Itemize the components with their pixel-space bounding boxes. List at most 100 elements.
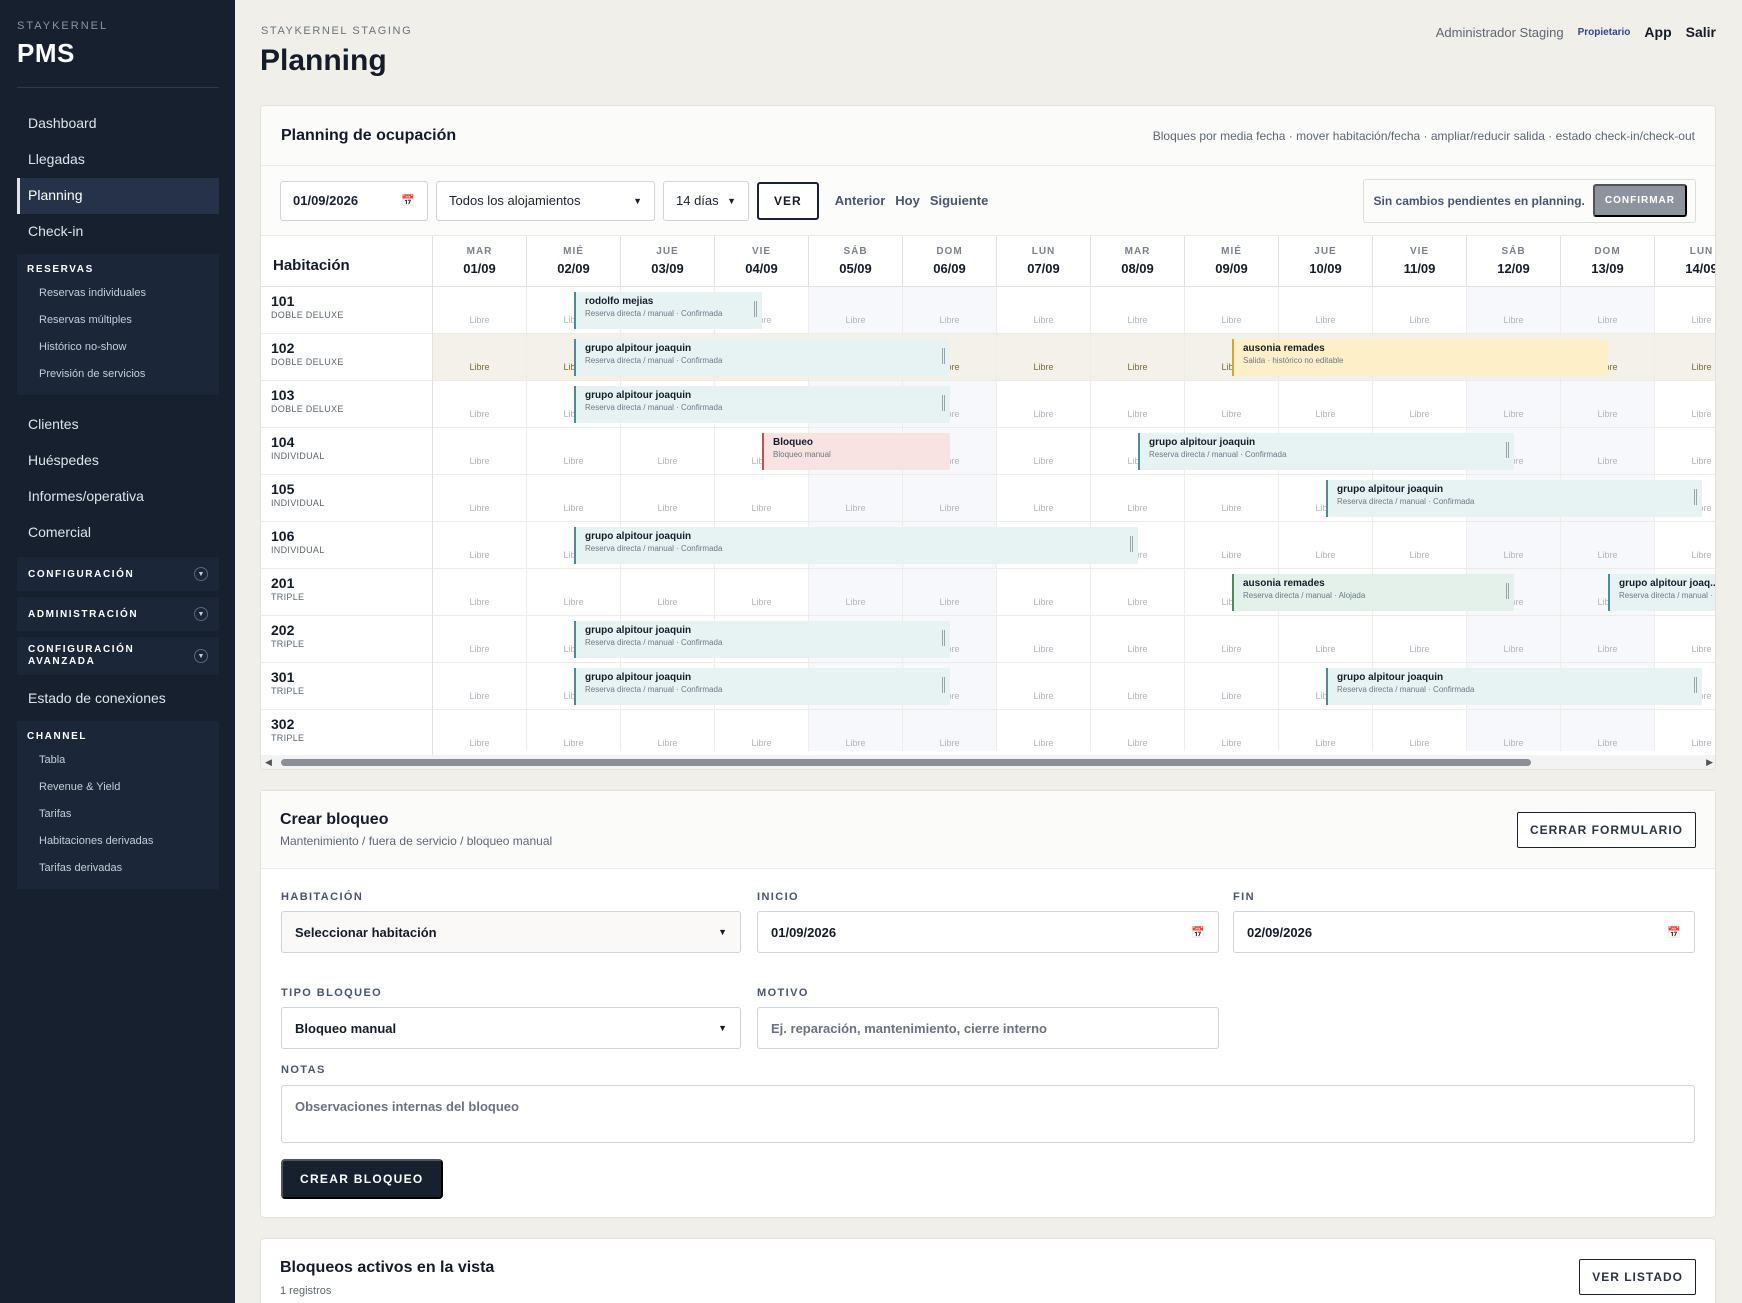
booking-bar[interactable]: grupo alpitour joaquin Reserva directa / … xyxy=(574,527,1138,564)
days-area[interactable]: MAR 01/09 Libre Libre Libre Libre Libre Libre Li… xyxy=(433,236,1715,751)
day-cell[interactable]: Libre xyxy=(715,710,809,751)
day-cell[interactable]: Libre xyxy=(1655,522,1715,569)
day-cell[interactable]: Libre xyxy=(997,381,1091,428)
accommodation-select[interactable]: Todos los alojamientos ▼ xyxy=(436,180,655,221)
booking-bar[interactable]: grupo alpitour joaq... Reserva directa / … xyxy=(1608,574,1715,611)
day-cell[interactable]: Libre xyxy=(997,475,1091,522)
nav-channel-revenue[interactable]: Revenue & Yield xyxy=(39,781,121,793)
booking-bar[interactable]: grupo alpitour joaquin Reserva directa / … xyxy=(574,621,950,658)
day-cell[interactable]: Libre xyxy=(1091,334,1185,381)
nav-prevision-servicios[interactable]: Previsión de servicios xyxy=(39,368,146,380)
day-cell[interactable]: Libre xyxy=(1467,710,1561,751)
day-cell[interactable]: Libre xyxy=(809,475,903,522)
nav-informes[interactable]: Informes/operativa xyxy=(28,488,144,504)
nav-administracion[interactable]: ADMINISTRACIÓN ▼ xyxy=(17,597,219,631)
resize-handle-icon[interactable] xyxy=(942,630,945,646)
calendar-icon[interactable]: 📅 xyxy=(1667,926,1681,939)
day-cell[interactable]: Libre xyxy=(1561,428,1655,475)
day-cell[interactable]: Libre xyxy=(809,710,903,751)
day-cell[interactable]: Libre xyxy=(621,428,715,475)
resize-handle-icon[interactable] xyxy=(1694,489,1697,505)
booking-bar[interactable]: grupo alpitour joaquin Reserva directa / … xyxy=(1326,480,1702,517)
app-link[interactable]: App xyxy=(1644,24,1672,40)
day-cell[interactable]: Libre xyxy=(997,569,1091,616)
nav-channel-habitaciones-derivadas[interactable]: Habitaciones derivadas xyxy=(39,835,154,847)
scroll-thumb[interactable] xyxy=(281,759,1531,766)
nav-llegadas[interactable]: Llegadas xyxy=(28,151,85,167)
next-link[interactable]: Siguiente xyxy=(929,193,989,208)
day-cell[interactable]: Libre xyxy=(1279,710,1373,751)
day-cell[interactable]: Libre xyxy=(903,710,997,751)
day-cell[interactable]: Libre xyxy=(1185,381,1279,428)
nav-reservas-individuales[interactable]: Reservas individuales xyxy=(39,287,146,299)
day-cell[interactable]: Libre xyxy=(997,616,1091,663)
scroll-left-icon[interactable]: ◀ xyxy=(265,757,272,767)
day-cell[interactable]: Libre xyxy=(433,381,527,428)
nav-planning[interactable]: Planning xyxy=(17,178,219,214)
day-cell[interactable]: Libre xyxy=(809,287,903,334)
day-cell[interactable]: Libre xyxy=(433,475,527,522)
day-cell[interactable]: Libre xyxy=(1091,475,1185,522)
day-cell[interactable]: Libre xyxy=(1185,522,1279,569)
logout-link[interactable]: Salir xyxy=(1685,24,1716,40)
view-list-button[interactable]: VER LISTADO xyxy=(1579,1259,1696,1295)
booking-bar[interactable]: grupo alpitour joaquin Reserva directa / … xyxy=(574,339,950,376)
day-cell[interactable]: Libre xyxy=(433,428,527,475)
day-cell[interactable]: Libre xyxy=(1561,522,1655,569)
day-cell[interactable]: Libre xyxy=(997,710,1091,751)
nav-estado-conexiones[interactable]: Estado de conexiones xyxy=(28,690,166,706)
nav-reservas-multiples[interactable]: Reservas múltiples xyxy=(39,314,132,326)
day-cell[interactable]: Libre xyxy=(809,569,903,616)
resize-handle-icon[interactable] xyxy=(1506,583,1509,599)
booking-bar[interactable]: rodolfo mejias Reserva directa / manual ·… xyxy=(574,292,762,329)
booking-bar[interactable]: grupo alpitour joaquin Reserva directa / … xyxy=(1326,668,1702,705)
day-cell[interactable]: Libre xyxy=(527,710,621,751)
day-cell[interactable]: Libre xyxy=(1373,381,1467,428)
ver-button[interactable]: VER xyxy=(757,181,819,220)
day-cell[interactable]: Libre xyxy=(1655,287,1715,334)
day-cell[interactable]: Libre xyxy=(621,710,715,751)
day-cell[interactable]: Libre xyxy=(903,287,997,334)
close-form-button[interactable]: CERRAR FORMULARIO xyxy=(1517,811,1696,848)
day-cell[interactable]: Libre xyxy=(1655,616,1715,663)
day-cell[interactable]: Libre xyxy=(1185,710,1279,751)
chevron-down-icon[interactable]: ▼ xyxy=(194,649,208,663)
day-cell[interactable]: Libre xyxy=(1279,522,1373,569)
resize-handle-icon[interactable] xyxy=(942,395,945,411)
day-cell[interactable]: Libre xyxy=(1091,569,1185,616)
day-cell[interactable]: Libre xyxy=(997,428,1091,475)
notes-textarea[interactable]: Observaciones internas del bloqueo xyxy=(281,1085,1695,1143)
day-cell[interactable]: Libre xyxy=(903,569,997,616)
day-cell[interactable]: Libre xyxy=(1091,287,1185,334)
resize-handle-icon[interactable] xyxy=(1694,677,1697,693)
resize-handle-icon[interactable] xyxy=(754,301,757,317)
day-cell[interactable]: Libre xyxy=(433,287,527,334)
day-cell[interactable]: Libre xyxy=(433,616,527,663)
brand-logo[interactable]: PMS xyxy=(17,38,75,68)
nav-configuracion[interactable]: CONFIGURACIÓN ▼ xyxy=(17,557,219,591)
start-date-input[interactable]: 01/09/2026 📅 xyxy=(757,911,1219,953)
resize-handle-icon[interactable] xyxy=(942,348,945,364)
nav-channel-tarifas-derivadas[interactable]: Tarifas derivadas xyxy=(39,862,123,874)
day-cell[interactable]: Libre xyxy=(621,569,715,616)
day-cell[interactable]: Libre xyxy=(1091,710,1185,751)
nav-channel-tarifas[interactable]: Tarifas xyxy=(39,808,72,820)
reason-input[interactable]: Ej. reparación, mantenimiento, cierre in… xyxy=(757,1007,1219,1049)
nav-check-in[interactable]: Check-in xyxy=(28,223,84,239)
room-select[interactable]: Seleccionar habitación ▼ xyxy=(281,911,741,953)
nav-channel-tabla[interactable]: Tabla xyxy=(39,754,66,766)
nav-dashboard[interactable]: Dashboard xyxy=(28,115,97,131)
day-cell[interactable]: Libre xyxy=(1185,616,1279,663)
prev-link[interactable]: Anterior xyxy=(834,193,886,208)
booking-bar[interactable]: ausonia remades Reserva directa / manual … xyxy=(1232,574,1514,611)
day-cell[interactable]: Libre xyxy=(1279,381,1373,428)
day-cell[interactable]: Libre xyxy=(997,663,1091,710)
booking-bar[interactable]: grupo alpitour joaquin Reserva directa / … xyxy=(574,386,950,423)
day-cell[interactable]: Libre xyxy=(1467,522,1561,569)
confirm-button[interactable]: CONFIRMAR xyxy=(1592,184,1687,217)
nav-configuracion-avanzada[interactable]: CONFIGURACIÓN AVANZADA ▼ xyxy=(17,637,219,675)
day-cell[interactable]: Libre xyxy=(1467,287,1561,334)
day-cell[interactable]: Libre xyxy=(527,569,621,616)
booking-bar[interactable]: Bloqueo Bloqueo manual xyxy=(762,433,950,470)
nav-historico-no-show[interactable]: Histórico no-show xyxy=(39,341,127,353)
